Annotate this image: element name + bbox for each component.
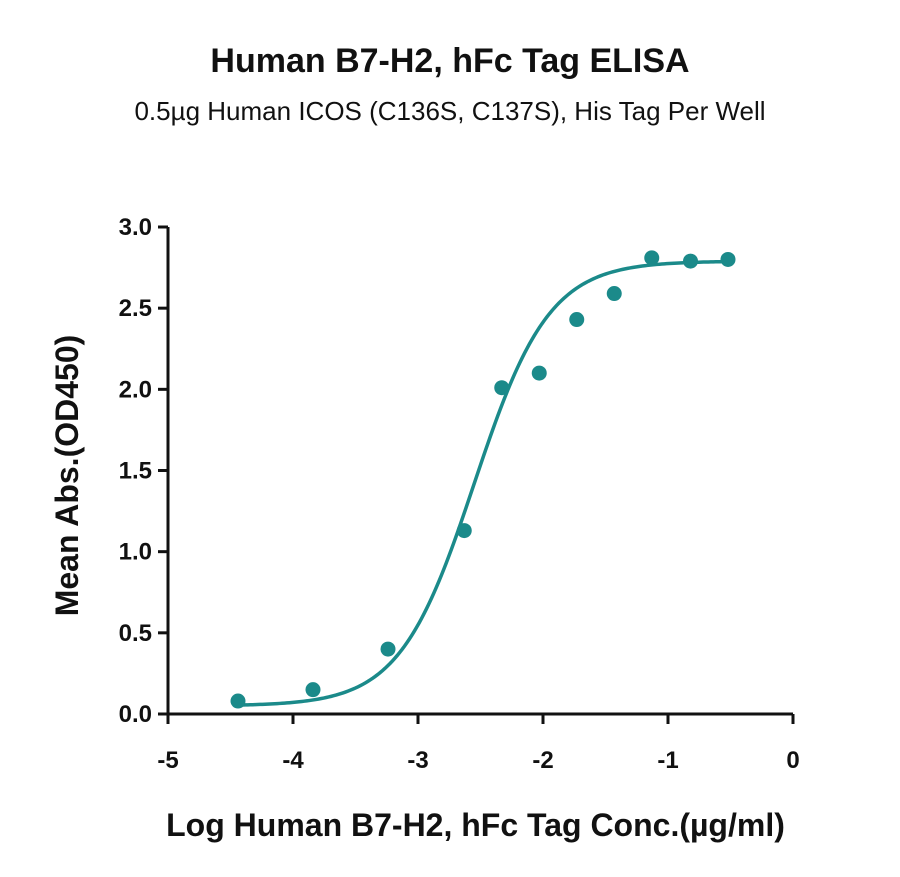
x-tick-label: -5 xyxy=(157,747,178,774)
y-tick-label: 0.0 xyxy=(119,701,152,728)
y-tick-label: 1.0 xyxy=(119,539,152,566)
x-tick-label: -1 xyxy=(657,747,678,774)
data-point xyxy=(720,251,736,267)
x-tick-label: 0 xyxy=(786,747,799,774)
y-tick-label: 2.5 xyxy=(119,295,152,322)
y-tick-label: 3.0 xyxy=(119,214,152,241)
data-point xyxy=(644,250,660,266)
axes-group xyxy=(166,227,793,716)
data-point xyxy=(683,253,698,269)
data-point xyxy=(305,682,321,698)
x-tick-label: -4 xyxy=(282,747,304,774)
chart-title: Human B7-H2, hFc Tag ELISA xyxy=(210,42,690,80)
x-tick-label: -3 xyxy=(407,747,428,774)
y-tick-label: 2.0 xyxy=(119,376,152,403)
x-axis-label: Log Human B7-H2, hFc Tag Conc.(µg/ml) xyxy=(166,807,785,843)
fit-curve xyxy=(237,259,729,707)
y-axis-label: Mean Abs.(OD450) xyxy=(49,335,85,617)
ticks-group: 0.0 0.5 1.0 1.5 2.0 2.5 3.0 -5 -4 -3 -2 -1 0 xyxy=(119,214,800,774)
data-point xyxy=(380,641,396,657)
data-point xyxy=(494,380,510,396)
data-point xyxy=(456,523,472,539)
data-point xyxy=(531,365,547,381)
data-points-group xyxy=(230,250,736,709)
x-tick-label: -2 xyxy=(532,747,553,774)
y-tick-label: 1.5 xyxy=(119,458,152,485)
data-point xyxy=(569,312,585,328)
data-point xyxy=(606,286,622,302)
chart-subtitle: 0.5µg Human ICOS (C136S, C137S), His Tag… xyxy=(134,96,766,126)
y-tick-label: 0.5 xyxy=(119,620,152,647)
data-point xyxy=(230,693,246,709)
